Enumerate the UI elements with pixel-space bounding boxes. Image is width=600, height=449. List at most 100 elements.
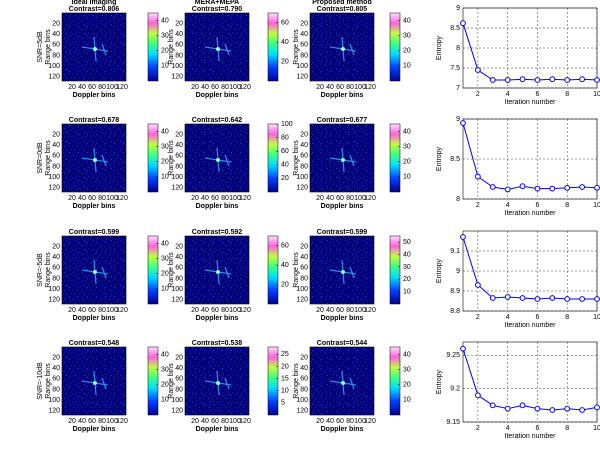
image-frame bbox=[309, 346, 375, 416]
y-tick-label: 20 bbox=[300, 131, 308, 138]
marker bbox=[579, 296, 586, 302]
x-tick-label: 20 bbox=[191, 84, 199, 91]
x-tick-label: 120 bbox=[364, 195, 376, 202]
x-axis-label: Doppler bins bbox=[196, 203, 239, 210]
colorbar-tick-label: 20 bbox=[403, 382, 411, 389]
y-tick-label: 7.5 bbox=[450, 65, 460, 72]
x-tick-label: 2 bbox=[476, 314, 480, 321]
y-tick-label: 100 bbox=[171, 174, 183, 181]
x-tick-label: 20 bbox=[316, 307, 324, 314]
y-tick-label: 80 bbox=[52, 163, 60, 170]
y-tick-label: 100 bbox=[296, 286, 308, 293]
y-tick-label: 8 bbox=[456, 196, 460, 203]
marker bbox=[474, 392, 481, 399]
colorbar-tick-label: 60 bbox=[281, 243, 289, 250]
x-tick-label: 6 bbox=[535, 314, 539, 321]
x-axis-label: Iteration number bbox=[505, 433, 557, 440]
panel-subtitle: Contrast=0.678 bbox=[69, 117, 119, 124]
image bbox=[185, 13, 249, 81]
marker bbox=[474, 282, 481, 288]
x-tick-label: 100 bbox=[354, 307, 366, 314]
marker bbox=[519, 76, 526, 83]
y-tick-label: 60 bbox=[175, 42, 183, 49]
colorbar-tick-label: 40 bbox=[281, 162, 289, 169]
colorbar-tick-label: 10 bbox=[161, 397, 169, 404]
x-tick-label: 100 bbox=[106, 195, 118, 202]
y-tick-label: 80 bbox=[52, 386, 60, 393]
x-tick-label: 100 bbox=[354, 84, 366, 91]
y-tick-label: 60 bbox=[52, 376, 60, 383]
colorbar bbox=[389, 346, 401, 416]
y-tick-label: 40 bbox=[175, 365, 183, 372]
x-tick-label: 10 bbox=[593, 91, 600, 98]
row-label: SNR=-5dB bbox=[37, 253, 44, 287]
image-frame bbox=[309, 235, 375, 305]
x-axis-label: Doppler bins bbox=[196, 426, 239, 433]
marker bbox=[489, 402, 496, 409]
y-axis-label: Range bins bbox=[293, 140, 300, 176]
image-frame bbox=[309, 12, 375, 82]
colorbar bbox=[147, 235, 159, 305]
y-tick-label: 120 bbox=[296, 74, 308, 81]
y-axis-label: Entropy bbox=[436, 258, 443, 283]
marker bbox=[549, 295, 556, 301]
y-tick-label: 20 bbox=[300, 354, 308, 361]
colorbar-tick-label: 10 bbox=[403, 397, 411, 404]
x-tick-label: 6 bbox=[535, 91, 539, 98]
y-tick-label: 80 bbox=[300, 52, 308, 59]
y-tick-label: 100 bbox=[48, 63, 60, 70]
x-axis-label: Iteration number bbox=[505, 99, 557, 106]
x-tick-label: 40 bbox=[78, 195, 86, 202]
y-tick-label: 100 bbox=[296, 63, 308, 70]
x-tick-label: 4 bbox=[506, 202, 510, 209]
x-tick-label: 80 bbox=[98, 195, 106, 202]
x-tick-label: 120 bbox=[364, 84, 376, 91]
x-tick-label: 20 bbox=[316, 84, 324, 91]
x-tick-label: 80 bbox=[221, 84, 229, 91]
colorbar-tick-label: 20 bbox=[403, 276, 411, 283]
x-tick-label: 40 bbox=[201, 195, 209, 202]
y-tick-label: 60 bbox=[175, 265, 183, 272]
x-tick-label: 100 bbox=[106, 418, 118, 425]
image-frame bbox=[184, 123, 250, 193]
y-tick-label: 100 bbox=[48, 397, 60, 404]
x-tick-label: 60 bbox=[211, 195, 219, 202]
x-axis-label: Doppler bins bbox=[321, 203, 364, 210]
x-tick-label: 120 bbox=[364, 307, 376, 314]
image bbox=[185, 124, 249, 192]
colorbar bbox=[267, 346, 279, 416]
y-axis-label: Range bins bbox=[168, 252, 175, 288]
x-tick-label: 120 bbox=[239, 418, 251, 425]
y-tick-label: 9 bbox=[456, 268, 460, 275]
x-axis-label: Doppler bins bbox=[73, 426, 116, 433]
marker bbox=[519, 295, 526, 301]
marker bbox=[549, 407, 556, 413]
image bbox=[62, 13, 126, 81]
x-tick-label: 120 bbox=[239, 84, 251, 91]
x-tick-label: 120 bbox=[239, 195, 251, 202]
y-tick-label: 40 bbox=[52, 142, 60, 149]
x-tick-label: 8 bbox=[565, 314, 569, 321]
y-tick-label: 80 bbox=[175, 386, 183, 393]
colorbar-tick-label: 40 bbox=[161, 351, 169, 358]
x-tick-label: 60 bbox=[336, 307, 344, 314]
x-tick-label: 20 bbox=[191, 195, 199, 202]
colorbar-tick-label: 10 bbox=[403, 63, 411, 70]
marker bbox=[564, 296, 571, 302]
image bbox=[310, 236, 374, 304]
y-tick-label: 100 bbox=[171, 286, 183, 293]
x-tick-label: 120 bbox=[239, 307, 251, 314]
panel-subtitle: Contrast=0.592 bbox=[192, 229, 242, 236]
x-tick-label: 20 bbox=[68, 195, 76, 202]
x-tick-label: 40 bbox=[78, 307, 86, 314]
marker bbox=[594, 404, 600, 411]
panel-subtitle: Contrast=0.548 bbox=[69, 340, 119, 347]
colorbar-tick-label: 15 bbox=[281, 375, 289, 382]
colorbar-tick-label: 40 bbox=[161, 240, 169, 247]
x-axis-label: Iteration number bbox=[505, 322, 557, 329]
y-tick-label: 20 bbox=[52, 20, 60, 27]
colorbar bbox=[267, 12, 279, 82]
marker bbox=[460, 345, 466, 352]
y-tick-label: 8.5 bbox=[450, 25, 460, 32]
x-tick-label: 80 bbox=[346, 307, 354, 314]
